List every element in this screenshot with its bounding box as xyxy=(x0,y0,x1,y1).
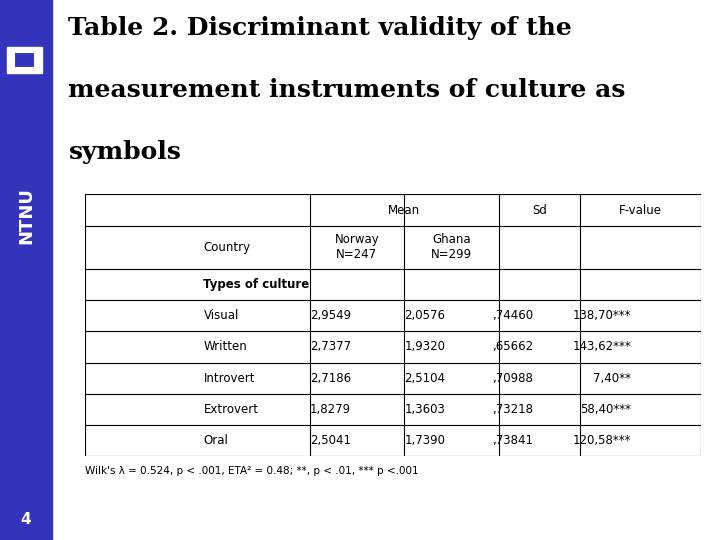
Text: ,70988: ,70988 xyxy=(492,372,534,384)
Text: NTNU: NTNU xyxy=(17,187,35,245)
Text: 2,5104: 2,5104 xyxy=(404,372,445,384)
Text: 138,70***: 138,70*** xyxy=(572,309,631,322)
Text: 2,9549: 2,9549 xyxy=(310,309,351,322)
Text: F-value: F-value xyxy=(618,204,662,217)
Text: Sd: Sd xyxy=(532,204,546,217)
Text: Visual: Visual xyxy=(204,309,239,322)
Text: ,73841: ,73841 xyxy=(492,434,534,447)
Text: 1,8279: 1,8279 xyxy=(310,403,351,416)
Text: measurement instruments of culture as: measurement instruments of culture as xyxy=(68,78,626,102)
Text: Wilk's λ = 0.524, p < .001, ETA² = 0.48; **, p < .01, *** p <.001: Wilk's λ = 0.524, p < .001, ETA² = 0.48;… xyxy=(85,466,418,476)
Text: 2,0576: 2,0576 xyxy=(404,309,445,322)
Text: ,74460: ,74460 xyxy=(492,309,534,322)
Text: Norway
N=247: Norway N=247 xyxy=(335,233,379,261)
Text: 58,40***: 58,40*** xyxy=(580,403,631,416)
Text: symbols: symbols xyxy=(68,140,181,164)
Text: Written: Written xyxy=(204,340,247,353)
Text: 143,62***: 143,62*** xyxy=(572,340,631,353)
Text: 1,3603: 1,3603 xyxy=(405,403,445,416)
Text: 120,58***: 120,58*** xyxy=(572,434,631,447)
Text: 1,7390: 1,7390 xyxy=(404,434,445,447)
Text: ,73218: ,73218 xyxy=(492,403,534,416)
Text: 1,9320: 1,9320 xyxy=(404,340,445,353)
Text: Types of culture: Types of culture xyxy=(204,278,310,291)
Text: 2,7186: 2,7186 xyxy=(310,372,351,384)
Text: Table 2. Discriminant validity of the: Table 2. Discriminant validity of the xyxy=(68,16,572,40)
Text: Extrovert: Extrovert xyxy=(204,403,258,416)
Text: Ghana
N=299: Ghana N=299 xyxy=(431,233,472,261)
Text: 4: 4 xyxy=(21,511,31,526)
Text: Introvert: Introvert xyxy=(204,372,255,384)
Text: 2,7377: 2,7377 xyxy=(310,340,351,353)
Text: Country: Country xyxy=(204,241,251,254)
Text: 2,5041: 2,5041 xyxy=(310,434,351,447)
Text: ,65662: ,65662 xyxy=(492,340,534,353)
Text: Mean: Mean xyxy=(388,204,420,217)
Text: Oral: Oral xyxy=(204,434,228,447)
Text: 7,40**: 7,40** xyxy=(593,372,631,384)
